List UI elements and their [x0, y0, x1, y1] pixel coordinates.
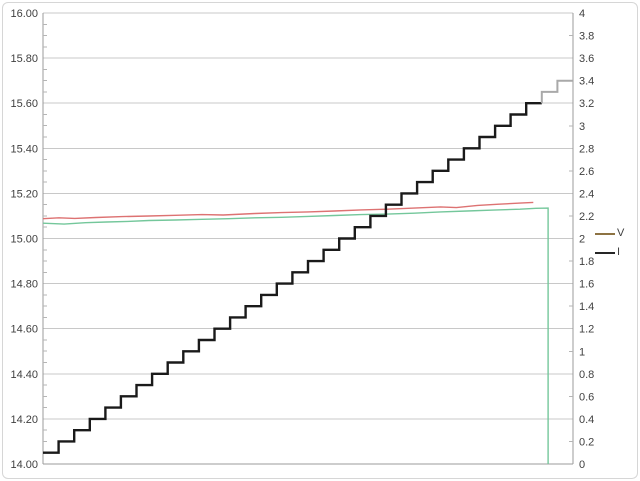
y-right-tick-label: 2.4 [579, 188, 594, 200]
y-right-tick-label: 1.4 [579, 301, 594, 313]
y-right-tick-label: 4 [579, 8, 585, 20]
y-left-tick-label: 15.80 [10, 53, 38, 65]
chart-legend: V I [595, 224, 624, 262]
y-left-tick-labels: 16.00 15.80 15.60 15.40 15.20 15.00 14.80 14.60… [10, 8, 38, 471]
i-series-legend-line [595, 251, 615, 254]
y-right-tick-label: 2 [579, 234, 585, 246]
y-right-tick-label: 2.6 [579, 166, 594, 178]
y-left-tick-label: 15.20 [10, 188, 38, 200]
series-v-green [42, 207, 549, 464]
y-right-tick-label: 0.2 [579, 437, 594, 449]
y-right-tick-label: 0.8 [579, 369, 594, 381]
y-left-tick-label: 14.00 [10, 459, 38, 471]
series-i-steps [43, 102, 542, 454]
y-right-tick-label: 3.4 [579, 76, 594, 88]
legend-item-v[interactable]: V [595, 224, 624, 243]
y-left-minor-ticks [43, 23, 47, 454]
y-left-tick-label: 14.60 [10, 324, 38, 336]
y-right-tick-label: 0.4 [579, 414, 594, 426]
y-right-tick-label: 1.8 [579, 256, 594, 268]
y-right-tick-label: 3.2 [579, 98, 594, 110]
y-right-tick-label: 1 [579, 346, 585, 358]
legend-label-v: V [617, 227, 625, 239]
y-right-tick-label: 3 [579, 121, 585, 133]
y-left-tick-label: 15.00 [10, 234, 38, 246]
y-right-tick-label: 2.8 [579, 143, 594, 155]
y-left-tick-label: 14.20 [10, 414, 38, 426]
y-right-tick-label: 2.2 [579, 211, 594, 223]
gridlines [43, 12, 573, 465]
axis-lines [42, 13, 574, 465]
legend-item-i[interactable]: I [595, 243, 624, 262]
y-left-tick-label: 14.80 [10, 279, 38, 291]
y-left-tick-label: 14.40 [10, 369, 38, 381]
y-right-tick-label: 3.6 [579, 53, 594, 65]
y-right-tick-label: 0 [579, 459, 585, 471]
y-right-tick-labels: 4 3.8 3.6 3.4 3.2 3 2.8 2.6 2.4 2.2 2 1.8 1.6 1.4 1.2 1… [579, 8, 594, 471]
y-left-tick-label: 16.00 [10, 8, 38, 20]
v-series-legend-line [595, 232, 615, 235]
series-i-steps-gray-tail [540, 79, 573, 104]
y-right-tick-label: 3.8 [579, 31, 594, 43]
series-v-red [42, 201, 534, 220]
y-right-tick-label: 1.6 [579, 279, 594, 291]
y-left-tick-label: 15.60 [10, 98, 38, 110]
legend-label-i: I [617, 246, 621, 258]
y-right-tick-label: 0.6 [579, 391, 594, 403]
y-left-tick-label: 15.40 [10, 143, 38, 155]
y-right-tick-label: 1.2 [579, 324, 594, 336]
